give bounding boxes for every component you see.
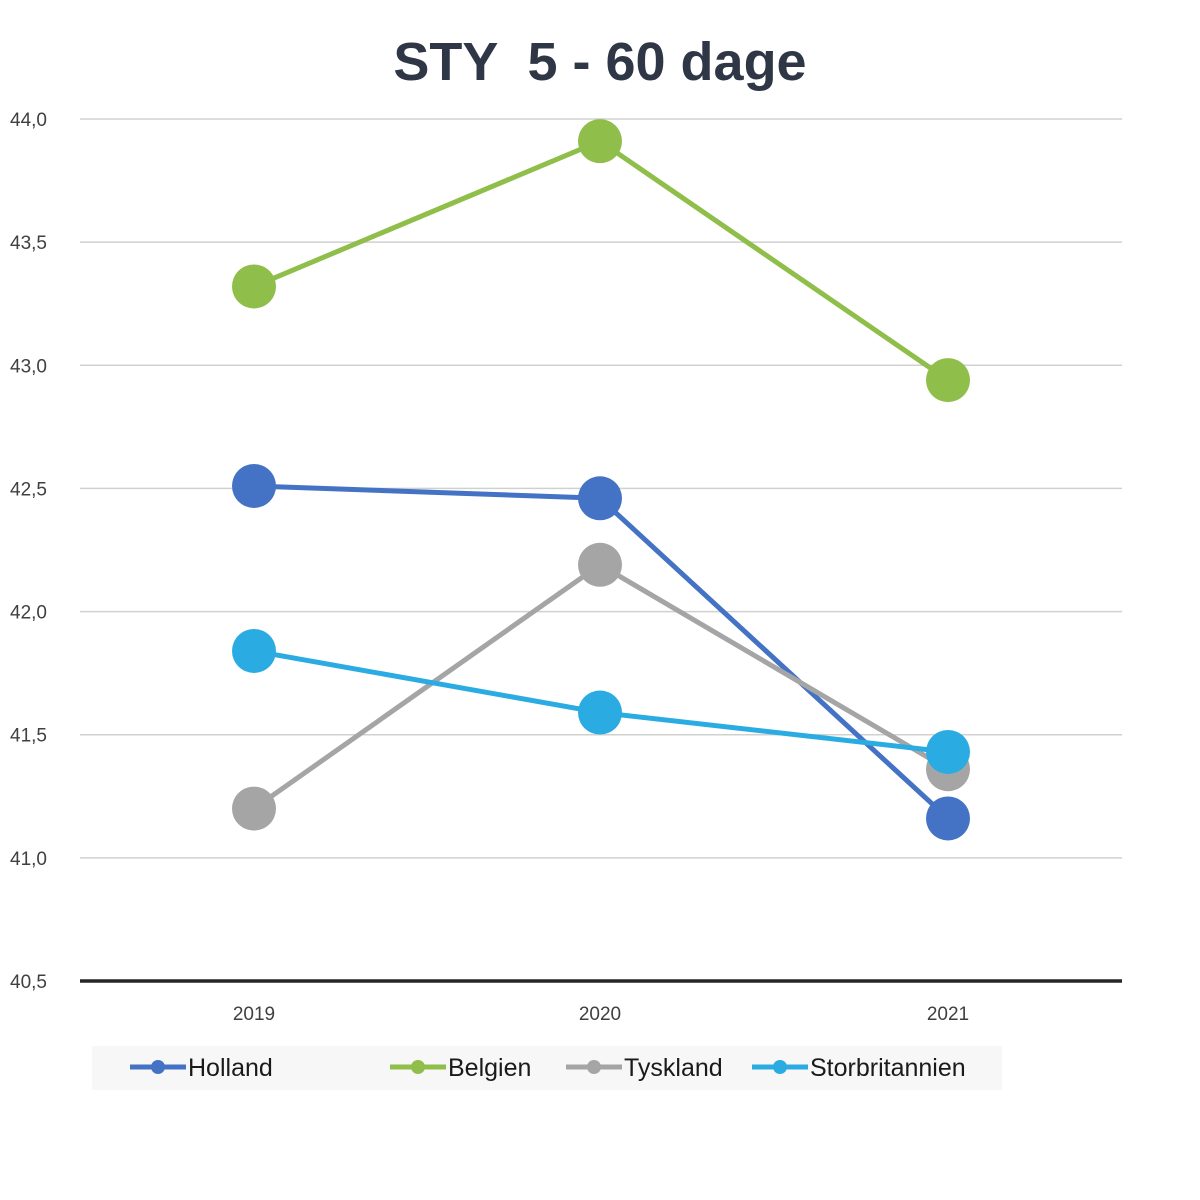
y-tick-label: 41,0 — [10, 849, 47, 870]
y-tick-label: 42,5 — [10, 479, 47, 500]
data-point — [926, 729, 970, 774]
x-tick-label: 2021 — [927, 1004, 969, 1025]
series-line — [253, 138, 950, 383]
data-point — [232, 463, 276, 508]
legend-label: Belgien — [448, 1054, 531, 1082]
series-storbritannien — [232, 628, 970, 774]
legend-background — [92, 1046, 1002, 1090]
data-point — [232, 264, 276, 309]
data-point — [232, 628, 276, 673]
data-point — [926, 796, 970, 841]
data-point — [578, 476, 622, 521]
x-tick-label: 2019 — [233, 1004, 275, 1025]
data-point — [926, 358, 970, 403]
y-tick-label: 40,5 — [10, 972, 47, 993]
legend-item: Tyskland — [566, 1054, 723, 1082]
legend-marker — [773, 1060, 787, 1074]
y-axis: 40,5 41,0 41,5 42,0 42,5 43,0 43,5 44,0 — [10, 110, 47, 993]
y-tick-label: 41,5 — [10, 726, 47, 747]
y-tick-label: 43,5 — [10, 233, 47, 254]
y-tick-label: 43,0 — [10, 356, 47, 377]
legend-marker — [587, 1060, 601, 1074]
y-tick-label: 42,0 — [10, 603, 47, 624]
x-tick-label: 2020 — [579, 1004, 621, 1025]
legend-label: Storbritannien — [810, 1054, 966, 1082]
legend: Holland Belgien Tyskland Storbritannien — [130, 1054, 966, 1082]
x-axis: 2019 2020 2021 — [233, 1004, 969, 1025]
data-point — [578, 542, 622, 587]
series-layer — [232, 119, 970, 841]
legend-label: Tyskland — [624, 1054, 723, 1082]
series-line — [252, 562, 950, 811]
legend-label: Holland — [188, 1054, 273, 1082]
legend-item: Storbritannien — [752, 1054, 966, 1082]
legend-marker — [411, 1060, 425, 1074]
chart-title: STY 5 - 60 dage — [393, 32, 806, 92]
data-point — [578, 690, 622, 735]
data-point — [232, 786, 276, 831]
data-point — [578, 119, 622, 164]
series-tyskland — [232, 542, 970, 831]
legend-item: Belgien — [390, 1054, 531, 1082]
y-tick-label: 44,0 — [10, 110, 47, 131]
series-belgien — [232, 119, 970, 403]
series-line — [253, 483, 950, 821]
legend-item: Holland — [130, 1054, 273, 1082]
legend-marker — [151, 1060, 165, 1074]
series-holland — [232, 463, 970, 841]
